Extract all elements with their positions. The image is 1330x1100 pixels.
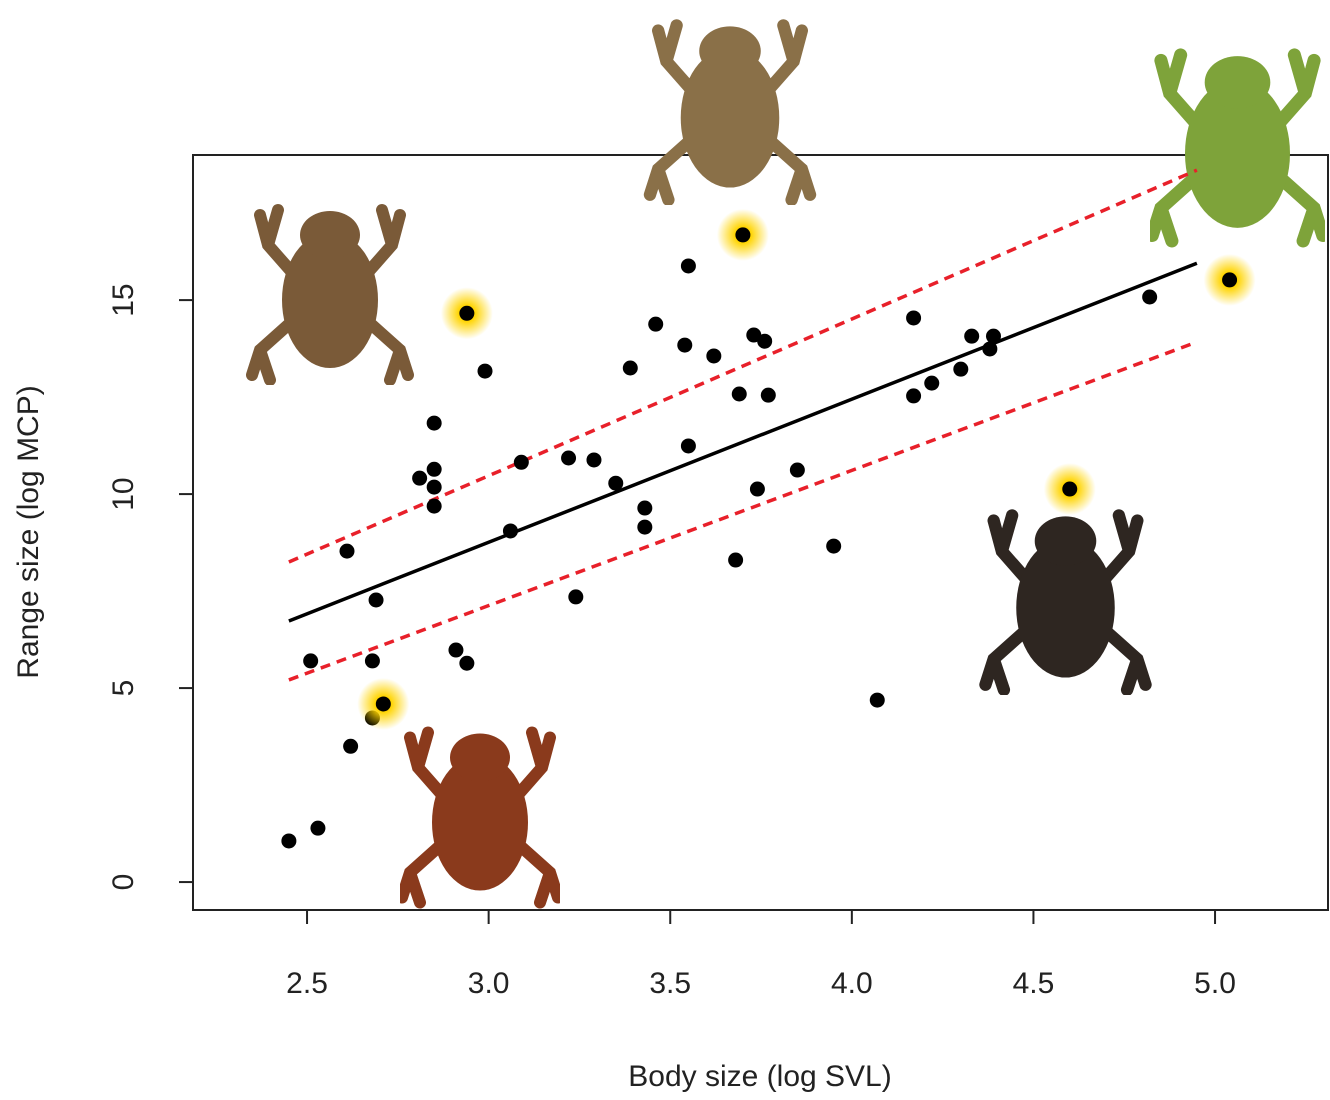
point — [448, 643, 463, 658]
point — [986, 329, 1001, 344]
x-tick-label: 2.5 — [286, 967, 328, 1000]
highlighted-point — [376, 696, 391, 711]
point — [427, 462, 442, 477]
point — [964, 329, 979, 344]
point — [648, 317, 663, 332]
point — [568, 589, 583, 604]
point — [982, 341, 997, 356]
point — [343, 739, 358, 754]
frog-image — [252, 210, 408, 380]
point — [706, 348, 721, 363]
highlighted-point — [1062, 482, 1077, 497]
point — [369, 593, 384, 608]
point — [757, 334, 772, 349]
point — [478, 364, 493, 379]
point — [514, 455, 529, 470]
point — [732, 386, 747, 401]
point — [637, 501, 652, 516]
point — [1142, 289, 1157, 304]
point — [303, 653, 318, 668]
frog-image — [650, 25, 810, 199]
point — [427, 499, 442, 514]
highlighted-point — [1222, 272, 1237, 287]
y-tick-label: 5 — [107, 680, 140, 697]
point — [906, 310, 921, 325]
point — [761, 388, 776, 403]
frog-image — [1152, 55, 1323, 241]
y-tick-label: 0 — [107, 874, 140, 891]
point — [681, 438, 696, 453]
x-tick-label: 5.0 — [1194, 967, 1236, 1000]
point — [790, 463, 805, 478]
point — [281, 833, 296, 848]
y-tick-label: 15 — [107, 283, 140, 316]
point — [681, 258, 696, 273]
point — [412, 471, 427, 486]
frog-image — [985, 515, 1145, 689]
point — [623, 360, 638, 375]
highlighted-point — [459, 306, 474, 321]
y-axis-title: Range size (log MCP) — [12, 385, 45, 678]
x-tick-label: 3.5 — [649, 967, 691, 1000]
point — [310, 821, 325, 836]
frog-images — [252, 25, 1323, 902]
y-tick-label: 10 — [107, 477, 140, 510]
x-tick-label: 4.5 — [1013, 967, 1055, 1000]
point — [459, 656, 474, 671]
point — [924, 376, 939, 391]
x-axis-title: Body size (log SVL) — [628, 1060, 891, 1093]
highlighted-point — [735, 227, 750, 242]
point — [586, 452, 601, 467]
point — [339, 544, 354, 559]
point — [750, 482, 765, 497]
point — [677, 338, 692, 353]
point — [826, 539, 841, 554]
point — [561, 451, 576, 466]
point — [503, 523, 518, 538]
point — [427, 416, 442, 431]
point — [728, 553, 743, 568]
point — [870, 693, 885, 708]
x-tick-label: 3.0 — [468, 967, 510, 1000]
point — [427, 480, 442, 495]
frog-image — [402, 733, 558, 903]
point — [953, 362, 968, 377]
point — [906, 388, 921, 403]
point — [608, 476, 623, 491]
point — [365, 653, 380, 668]
chart: Body size (log SVL) Range size (log MCP)… — [0, 0, 1330, 1100]
point — [637, 520, 652, 535]
x-tick-label: 4.0 — [831, 967, 873, 1000]
